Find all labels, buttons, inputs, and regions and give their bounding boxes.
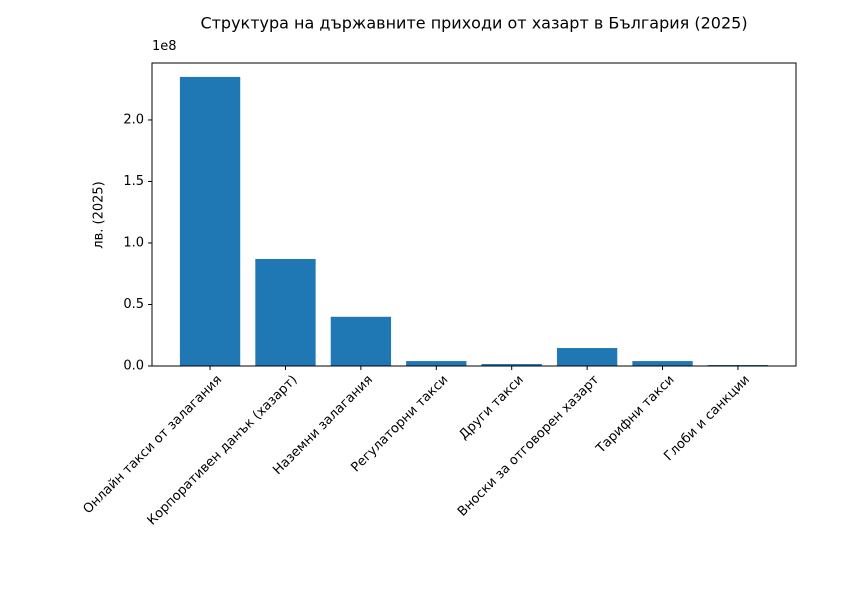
bar — [406, 361, 467, 366]
bar — [632, 361, 693, 366]
bar — [556, 348, 618, 366]
bar — [330, 316, 392, 366]
x-tick-label: Други такси — [456, 372, 526, 442]
x-tick-label: Вноски за отговорен хазарт — [455, 372, 602, 519]
y-axis-label: лв. (2025) — [92, 181, 107, 248]
x-tick-label: Глоби и санкции — [661, 372, 753, 464]
y-tick-label: 0.0 — [123, 359, 144, 374]
y-tick-label: 1.5 — [123, 174, 144, 189]
y-tick-label: 0.5 — [123, 297, 144, 312]
bar — [255, 258, 316, 366]
y-tick-label: 2.0 — [123, 112, 144, 127]
bar — [481, 364, 542, 366]
plot-frame — [151, 62, 797, 367]
x-tick-label: Онлайн такси от залагания — [80, 372, 225, 517]
y-offset-label: 1e8 — [152, 39, 177, 54]
bar — [179, 76, 241, 366]
x-tick-label: Тарифни такси — [593, 372, 678, 457]
y-tick-label: 1.0 — [123, 235, 144, 250]
chart-title: Структура на държавните приходи от хазар… — [200, 14, 747, 33]
x-tick-label: Корпоративен данък (хазарт) — [145, 372, 301, 528]
